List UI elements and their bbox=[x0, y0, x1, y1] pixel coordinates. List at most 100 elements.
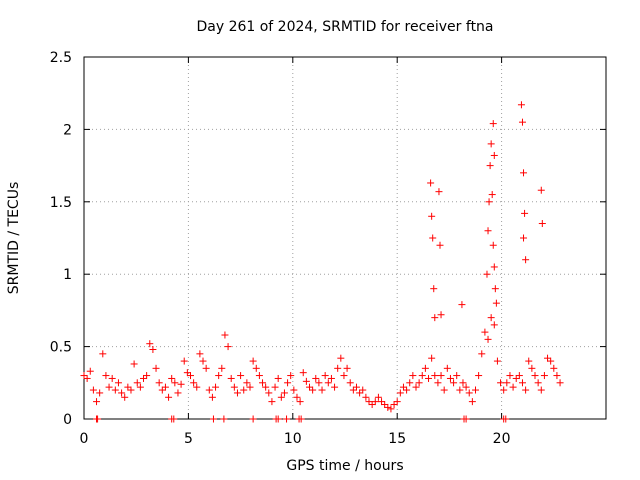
data-point bbox=[327, 374, 335, 382]
data-point bbox=[309, 386, 317, 394]
data-point bbox=[399, 383, 407, 391]
data-point bbox=[218, 364, 226, 372]
data-point bbox=[287, 372, 295, 380]
data-point bbox=[133, 379, 141, 387]
y-tick-label: 1 bbox=[63, 267, 72, 283]
y-axis-label: SRMTID / TECUs bbox=[6, 182, 22, 295]
data-point bbox=[202, 364, 210, 372]
data-point bbox=[403, 386, 411, 394]
y-tick-label: 2 bbox=[63, 122, 72, 138]
data-point bbox=[500, 386, 508, 394]
data-point bbox=[374, 393, 382, 401]
data-point bbox=[331, 383, 339, 391]
data-point bbox=[462, 383, 470, 391]
data-point bbox=[293, 393, 301, 401]
data-point bbox=[384, 403, 392, 411]
data-point bbox=[390, 401, 398, 409]
data-point bbox=[284, 379, 292, 387]
data-point bbox=[224, 343, 232, 351]
data-point bbox=[475, 372, 483, 380]
data-point bbox=[299, 369, 307, 377]
data-point bbox=[324, 379, 332, 387]
data-point bbox=[136, 383, 144, 391]
data-point bbox=[440, 386, 448, 394]
data-point bbox=[94, 415, 102, 423]
data-point bbox=[199, 357, 207, 365]
data-point bbox=[274, 374, 282, 382]
y-tick-label: 2.5 bbox=[50, 50, 72, 66]
data-point bbox=[121, 393, 129, 401]
data-point bbox=[503, 379, 511, 387]
data-point bbox=[359, 386, 367, 394]
data-point bbox=[492, 299, 500, 307]
data-point bbox=[553, 372, 561, 380]
data-point bbox=[174, 389, 182, 397]
data-point bbox=[265, 389, 273, 397]
data-point bbox=[481, 328, 489, 336]
data-point bbox=[485, 198, 493, 206]
data-point bbox=[111, 386, 119, 394]
data-point bbox=[343, 364, 351, 372]
data-point bbox=[421, 364, 429, 372]
data-point bbox=[478, 350, 486, 358]
data-point bbox=[534, 379, 542, 387]
grid bbox=[84, 57, 606, 419]
data-point bbox=[465, 389, 473, 397]
data-point bbox=[83, 374, 91, 382]
data-point bbox=[371, 398, 379, 406]
x-tick-label: 15 bbox=[388, 431, 406, 447]
data-point bbox=[165, 393, 173, 401]
data-point bbox=[368, 401, 376, 409]
data-point bbox=[518, 118, 526, 126]
data-point bbox=[393, 398, 401, 406]
data-point bbox=[538, 220, 546, 228]
data-point bbox=[522, 386, 530, 394]
data-point bbox=[550, 364, 558, 372]
data-point bbox=[105, 383, 113, 391]
data-point bbox=[521, 209, 529, 217]
data-point bbox=[252, 364, 260, 372]
data-point bbox=[520, 169, 528, 177]
data-point bbox=[170, 415, 178, 423]
data-point bbox=[429, 234, 437, 242]
data-point bbox=[544, 354, 552, 362]
data-point bbox=[489, 120, 497, 128]
data-point bbox=[490, 321, 498, 329]
data-point bbox=[227, 374, 235, 382]
data-point bbox=[362, 393, 370, 401]
data-point bbox=[143, 372, 151, 380]
data-point bbox=[205, 386, 213, 394]
data-point bbox=[437, 311, 445, 319]
data-point bbox=[537, 386, 545, 394]
data-point bbox=[340, 372, 348, 380]
data-point bbox=[515, 372, 523, 380]
data-point bbox=[171, 379, 179, 387]
data-point bbox=[425, 374, 433, 382]
data-point bbox=[271, 383, 279, 391]
data-point bbox=[409, 372, 417, 380]
data-point bbox=[472, 386, 479, 394]
data-point bbox=[246, 383, 254, 391]
data-point bbox=[215, 372, 223, 380]
data-point bbox=[209, 415, 217, 423]
data-point bbox=[346, 379, 354, 387]
data-point bbox=[437, 372, 445, 380]
y-tick-label: 0 bbox=[63, 412, 72, 428]
data-point bbox=[306, 383, 314, 391]
x-axis-label: GPS time / hours bbox=[286, 458, 403, 474]
data-point bbox=[525, 357, 533, 365]
data-point bbox=[381, 401, 389, 409]
data-point bbox=[483, 270, 491, 278]
data-point bbox=[487, 140, 495, 148]
data-point bbox=[296, 398, 304, 406]
data-point bbox=[118, 389, 126, 397]
data-point bbox=[415, 379, 423, 387]
x-tick-label: 0 bbox=[80, 431, 89, 447]
data-point bbox=[349, 386, 357, 394]
data-point bbox=[459, 379, 467, 387]
data-point bbox=[240, 386, 248, 394]
data-point bbox=[520, 234, 528, 242]
data-point bbox=[453, 372, 461, 380]
x-tick-label: 5 bbox=[184, 431, 193, 447]
